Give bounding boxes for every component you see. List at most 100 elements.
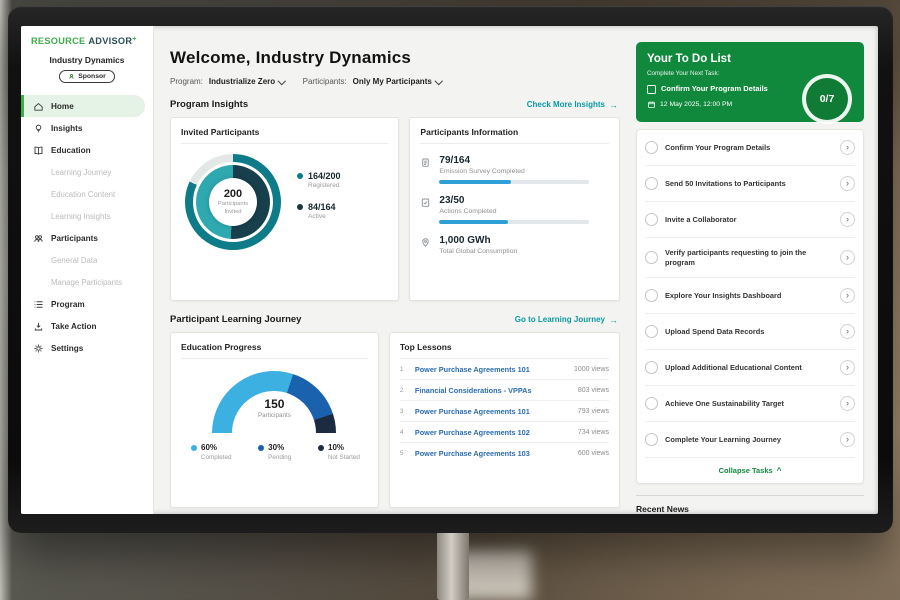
chevron-right-icon[interactable]: ›	[840, 396, 855, 412]
sidebar-item-take-action[interactable]: Take Action	[21, 315, 153, 337]
collapse-tasks-link[interactable]: Collapse Tasks ^	[645, 458, 855, 483]
donut-legend: 164/200 Registered 84/164 Active	[297, 171, 341, 233]
sidebar-item-learning-insights[interactable]: Learning Insights	[21, 205, 153, 227]
sponsor-badge[interactable]: Sponsor	[59, 70, 115, 83]
legend-label: Completed	[201, 454, 232, 461]
sidebar-item-participants[interactable]: Participants	[21, 227, 153, 249]
task-checkbox[interactable]	[645, 325, 658, 339]
chevron-right-icon[interactable]: ›	[840, 324, 855, 340]
task-label: Confirm Your Program Details	[665, 142, 771, 152]
sidebar-item-insights[interactable]: Insights	[21, 117, 153, 139]
sidebar-item-settings[interactable]: Settings	[21, 337, 153, 359]
chevron-right-icon[interactable]: ›	[840, 288, 855, 304]
donut-center-value: 200	[223, 188, 243, 201]
chevron-right-icon[interactable]: ›	[840, 432, 855, 448]
link-label: Go to Learning Journey	[514, 315, 605, 324]
card-title: Education Progress	[181, 342, 368, 359]
todo-task[interactable]: Confirm Your Program Details ›	[645, 130, 855, 166]
legend-label: Active	[308, 213, 326, 220]
chevron-right-icon[interactable]: ›	[840, 176, 855, 191]
sidebar-item-manage-participants[interactable]: Manage Participants	[21, 271, 153, 293]
sidebar-item-learning-journey[interactable]: Learning Journey	[21, 161, 153, 183]
legend-label: Registered	[308, 182, 340, 189]
task-checkbox[interactable]	[645, 141, 658, 154]
chevron-right-icon[interactable]: ›	[840, 140, 855, 155]
todo-task[interactable]: Explore Your Insights Dashboard ›	[645, 278, 855, 315]
task-label: Explore Your Insights Dashboard	[665, 290, 782, 300]
todo-task[interactable]: Achieve One Sustainability Target ›	[645, 386, 855, 423]
task-label: Upload Spend Data Records	[665, 326, 765, 336]
legend-dot	[191, 444, 197, 451]
go-to-learning-journey-link[interactable]: Go to Learning Journey →	[515, 315, 618, 325]
sidebar-item-label: Learning Insights	[51, 211, 111, 221]
lesson-title-link[interactable]: Financial Considerations - VPPAs	[414, 385, 532, 395]
sidebar-item-label: Home	[51, 101, 74, 111]
task-checkbox[interactable]	[645, 213, 658, 226]
logo-plus: +	[132, 36, 137, 43]
todo-task[interactable]: Upload Additional Educational Content ›	[645, 350, 855, 387]
lesson-title-link[interactable]: Power Purchase Agreements 101	[414, 364, 530, 374]
arrow-right-icon: →	[609, 99, 618, 110]
program-filter-dropdown[interactable]: Industrialize Zero	[209, 76, 286, 86]
lesson-rank: 1	[399, 365, 404, 373]
task-checkbox[interactable]	[645, 289, 658, 303]
legend-value: 84/164	[308, 202, 336, 212]
todo-task[interactable]: Upload Spend Data Records ›	[645, 314, 855, 351]
legend-dot	[297, 173, 303, 179]
app-logo[interactable]: RESOURCE ADVISOR+	[21, 36, 153, 46]
sidebar: RESOURCE ADVISOR+ Industry Dynamics Spon…	[21, 26, 154, 514]
task-checkbox[interactable]	[645, 361, 658, 375]
task-checkbox[interactable]	[645, 177, 658, 190]
stat-emission-survey: 79/164 Emission Survey Completed	[420, 155, 609, 184]
lesson-title-link[interactable]: Power Purchase Agreements 102	[414, 427, 530, 437]
todo-task[interactable]: Send 50 Invitations to Participants ›	[645, 166, 855, 202]
arrow-right-icon: →	[609, 314, 618, 325]
invited-participants-card: Invited Participants 200 Participants In…	[170, 117, 400, 301]
section-title-learning-journey: Participant Learning Journey	[170, 314, 302, 325]
stat-value: 79/164	[439, 155, 471, 166]
sidebar-item-education[interactable]: Education	[21, 139, 153, 161]
todo-task[interactable]: Complete Your Learning Journey ›	[645, 422, 855, 459]
sidebar-item-general-data[interactable]: General Data	[21, 249, 153, 271]
org-name: Industry Dynamics	[49, 55, 125, 65]
program-filter-label: Program:	[170, 77, 203, 86]
task-checkbox[interactable]	[645, 397, 658, 411]
legend-value: 30%	[268, 443, 285, 452]
next-task-checkbox[interactable]	[647, 85, 656, 94]
todo-task[interactable]: Verify participants requesting to join t…	[645, 238, 855, 279]
lesson-row: 2 Financial Considerations - VPPAs 803 v…	[399, 380, 609, 401]
chevron-right-icon[interactable]: ›	[840, 360, 855, 376]
legend-dot	[297, 204, 303, 210]
chevron-right-icon[interactable]: ›	[840, 212, 855, 227]
top-lessons-card: Top Lessons 1 Power Purchase Agreements …	[388, 332, 620, 508]
calendar-icon	[648, 101, 655, 108]
sidebar-item-home[interactable]: Home	[21, 95, 145, 117]
check-more-insights-link[interactable]: Check More Insights →	[527, 100, 618, 110]
lesson-views: 600 views	[577, 449, 609, 457]
sidebar-item-label: Settings	[51, 343, 84, 353]
task-label: Complete Your Learning Journey	[665, 434, 781, 444]
legend-item-not-started: 10% Not Started	[318, 443, 360, 461]
task-checkbox[interactable]	[645, 251, 658, 265]
lesson-rank: 2	[399, 386, 404, 394]
participants-filter-dropdown[interactable]: Only My Participants	[353, 76, 443, 86]
lesson-title-link[interactable]: Power Purchase Agreements 103	[414, 448, 530, 458]
lesson-title-link[interactable]: Power Purchase Agreements 101	[414, 406, 530, 416]
stat-value: 23/50	[439, 195, 465, 206]
progress-bar	[439, 220, 590, 224]
legend-item-active: 84/164 Active	[297, 202, 341, 220]
sidebar-item-education-content[interactable]: Education Content	[21, 183, 153, 205]
sidebar-item-program[interactable]: Program	[21, 293, 153, 315]
sidebar-item-label: Learning Journey	[51, 167, 112, 177]
collapse-label: Collapse Tasks	[718, 466, 773, 476]
task-checkbox[interactable]	[645, 433, 658, 447]
main-content: Welcome, Industry Dynamics Program: Indu…	[154, 26, 630, 514]
book-icon	[33, 145, 44, 156]
logo-primary: RESOURCE	[31, 36, 86, 46]
lesson-rank: 5	[399, 449, 404, 457]
chevron-right-icon[interactable]: ›	[840, 250, 855, 266]
lesson-views: 734 views	[577, 428, 609, 436]
todo-task[interactable]: Invite a Collaborator ›	[645, 202, 855, 238]
sidebar-nav: Home Insights Education Learning Journey…	[21, 95, 153, 359]
